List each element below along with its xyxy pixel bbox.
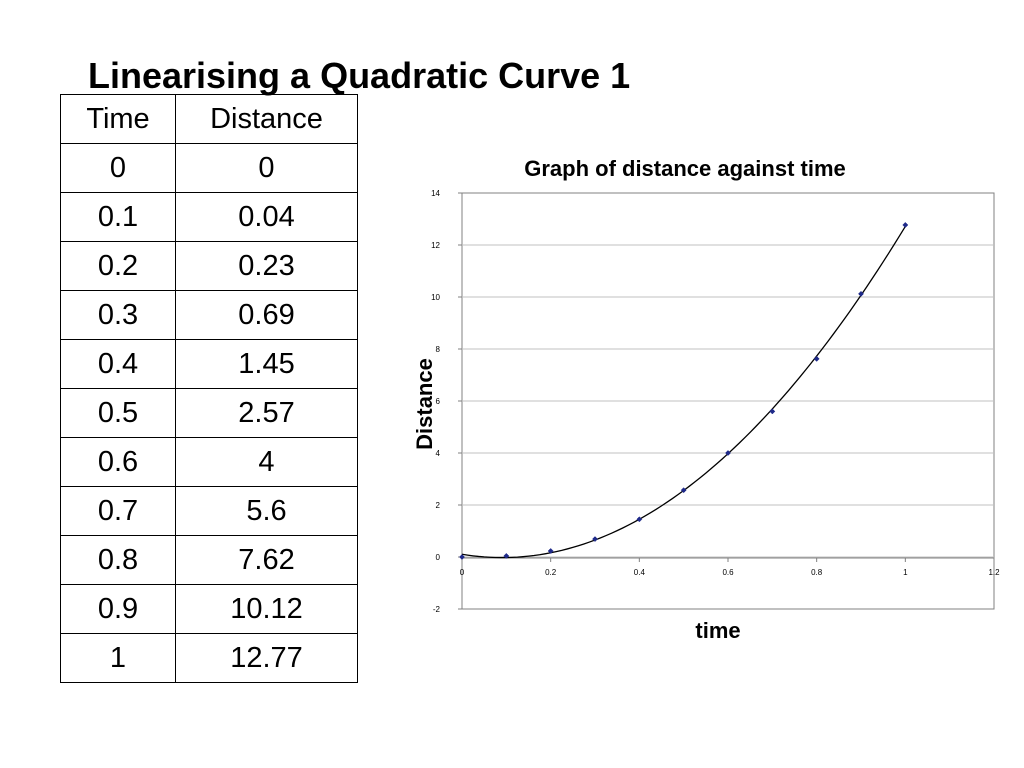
- time-cell: 0: [60, 143, 176, 193]
- y-tick-label: 10: [431, 293, 440, 302]
- distance-cell: 0.23: [175, 241, 358, 291]
- distance-cell: 2.57: [175, 388, 358, 438]
- y-axis-label: Distance: [412, 358, 437, 450]
- y-tick-label: 12: [431, 241, 440, 250]
- distance-cell: 4: [175, 437, 358, 487]
- y-tick-label: 8: [436, 345, 441, 354]
- column-header-distance: Distance: [175, 94, 358, 144]
- distance-cell: 0.04: [175, 192, 358, 242]
- y-tick-label: 2: [436, 501, 441, 510]
- data-points: [459, 222, 909, 560]
- table-row: 0.6 4: [60, 437, 358, 487]
- y-tick-label: 14: [431, 189, 440, 198]
- x-tick-label: 0.6: [722, 568, 734, 577]
- distance-cell: 10.12: [175, 584, 358, 634]
- data-point: [636, 516, 643, 523]
- data-point: [592, 536, 598, 543]
- data-point: [680, 487, 687, 494]
- x-axis: 0 0.2 0.4 0.6 0.8 1 1.2: [460, 557, 1000, 577]
- time-cell: 0.7: [60, 486, 176, 536]
- table-row: 0.4 1.45: [60, 339, 358, 389]
- table-row: 1 12.77: [60, 633, 358, 683]
- time-cell: 0.3: [60, 290, 176, 340]
- distance-cell: 5.6: [175, 486, 358, 536]
- table-row: 0.3 0.69: [60, 290, 358, 340]
- data-table: Time Distance 0 0 0.1 0.04 0.2 0.23 0.3 …: [60, 94, 358, 683]
- time-cell: 0.6: [60, 437, 176, 487]
- x-tick-label: 1: [903, 568, 908, 577]
- data-point: [547, 548, 554, 554]
- time-cell: 0.4: [60, 339, 176, 389]
- x-tick-label: 0.2: [545, 568, 557, 577]
- x-tick-label: 0.8: [811, 568, 823, 577]
- data-point: [725, 450, 731, 456]
- table-row: 0.2 0.23: [60, 241, 358, 291]
- y-tick-label: 0: [436, 553, 441, 562]
- time-cell: 0.2: [60, 241, 176, 291]
- distance-cell: 0: [175, 143, 358, 193]
- x-tick-label: 0: [460, 568, 465, 577]
- time-cell: 0.9: [60, 584, 176, 634]
- data-point: [902, 222, 909, 228]
- distance-cell: 7.62: [175, 535, 358, 585]
- distance-time-chart: Graph of distance against time -20246810…: [412, 156, 1000, 643]
- x-tick-label: 1.2: [988, 568, 1000, 577]
- time-cell: 1: [60, 633, 176, 683]
- y-tick-label: 6: [436, 397, 441, 406]
- column-header-time: Time: [60, 94, 176, 144]
- distance-cell: 0.69: [175, 290, 358, 340]
- time-cell: 0.8: [60, 535, 176, 585]
- time-cell: 0.1: [60, 192, 176, 242]
- slide-title: Linearising a Quadratic Curve 1: [88, 55, 631, 96]
- data-point: [858, 290, 864, 297]
- gridlines: [462, 244, 994, 558]
- y-tick-label: -2: [433, 605, 441, 614]
- x-tick-label: 0.4: [634, 568, 646, 577]
- chart-title: Graph of distance against time: [524, 156, 846, 181]
- data-point: [813, 355, 820, 362]
- y-tick-label: 4: [436, 449, 441, 458]
- time-cell: 0.5: [60, 388, 176, 438]
- table-row: 0.7 5.6: [60, 486, 358, 536]
- table-row: 0 0: [60, 143, 358, 193]
- table-row: 0.8 7.62: [60, 535, 358, 585]
- data-point: [503, 553, 510, 559]
- data-point: [459, 554, 465, 560]
- table-row: 0.5 2.57: [60, 388, 358, 438]
- table-row: 0.1 0.04: [60, 192, 358, 242]
- table-header-row: Time Distance: [60, 94, 358, 144]
- x-axis-label: time: [695, 618, 740, 643]
- distance-cell: 12.77: [175, 633, 358, 683]
- data-point: [769, 408, 776, 415]
- table-row: 0.9 10.12: [60, 584, 358, 634]
- chart-container: Graph of distance against time -2 0 2 4 6 8 10…: [400, 150, 1010, 660]
- distance-cell: 1.45: [175, 339, 358, 389]
